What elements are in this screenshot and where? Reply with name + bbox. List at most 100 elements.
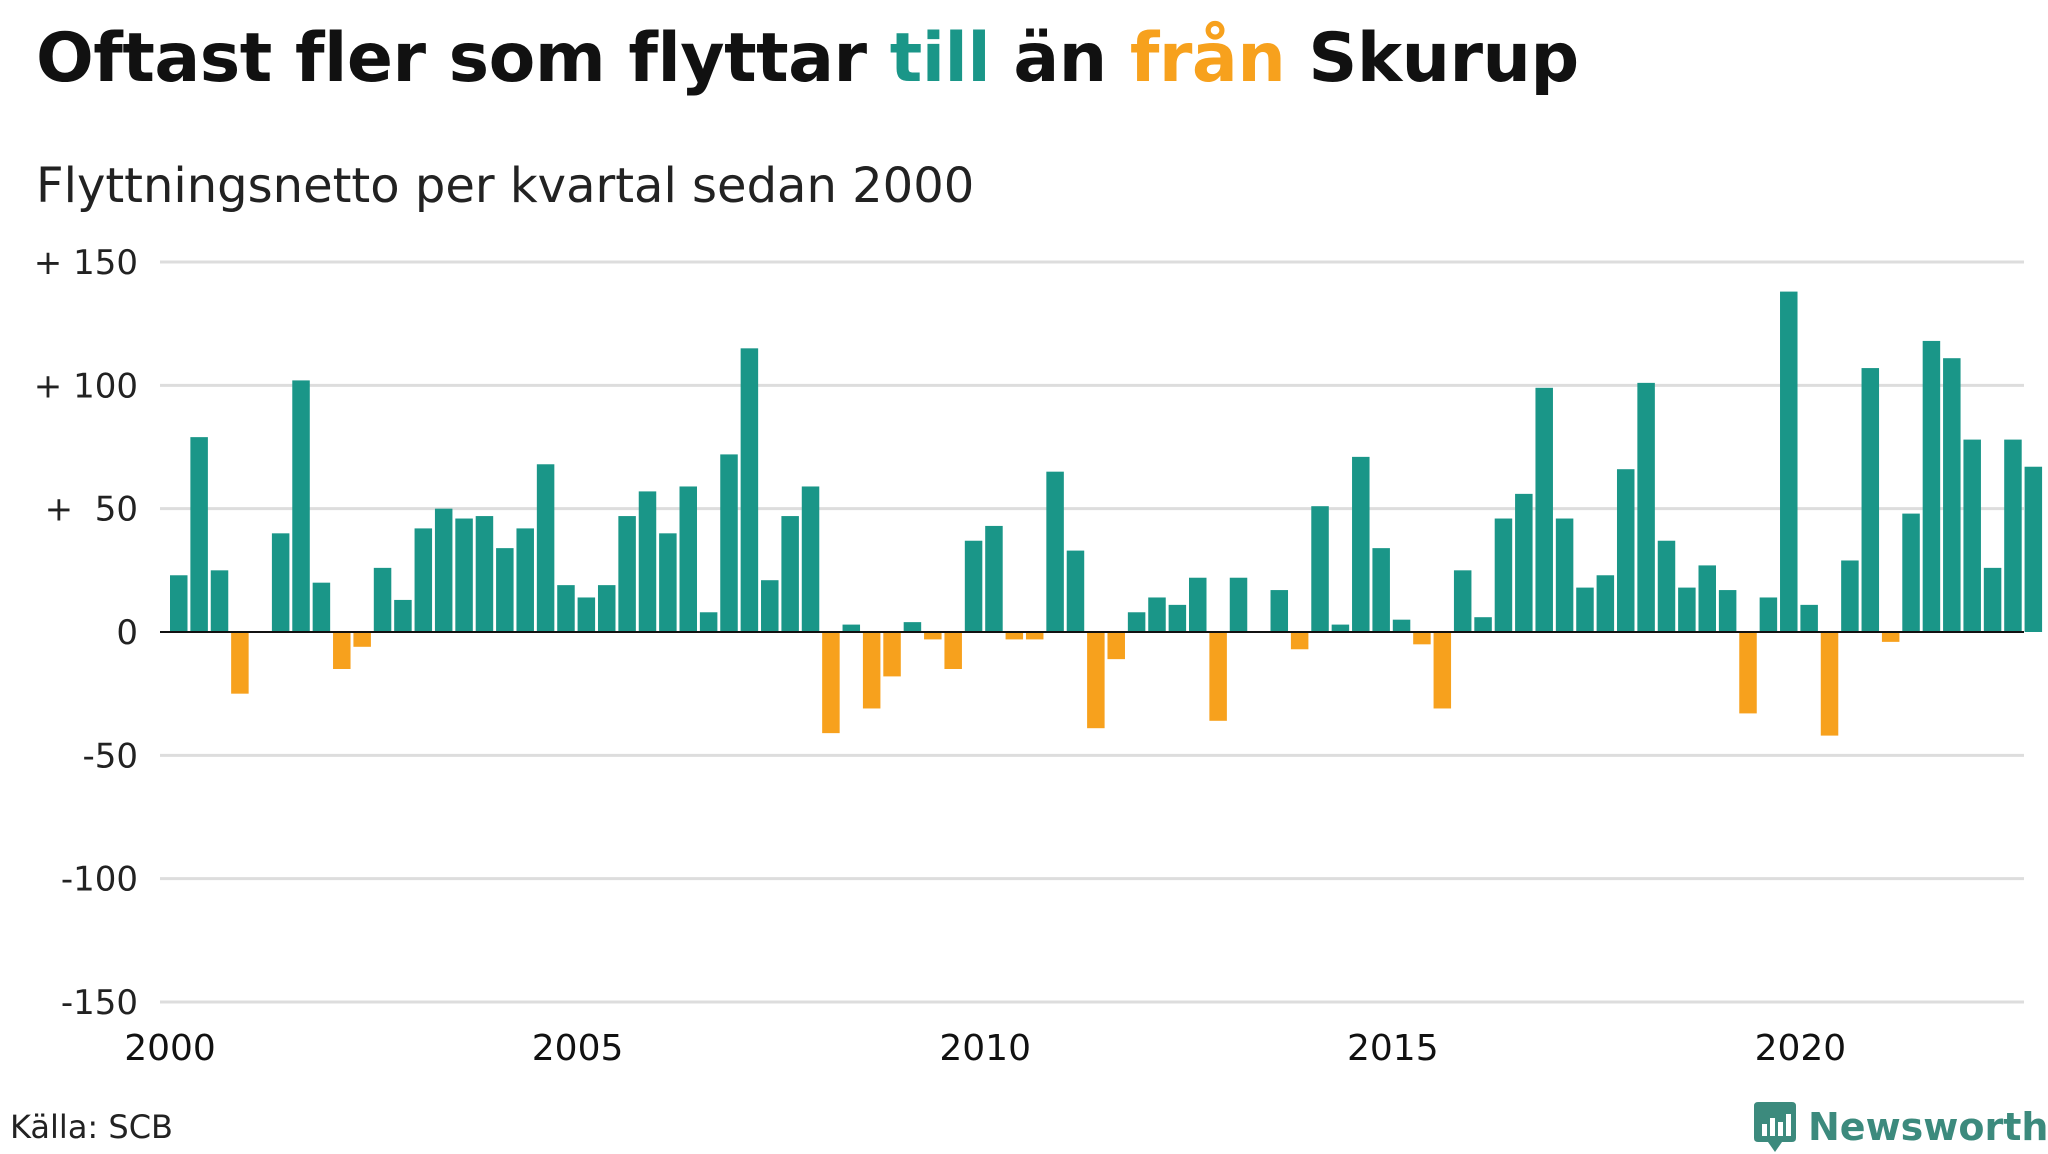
bar (1759, 597, 1778, 632)
bar (170, 575, 188, 632)
bar (353, 632, 371, 647)
y-tick-label: + 50 (45, 490, 138, 530)
bar (190, 437, 208, 632)
bar (638, 491, 657, 632)
bar (1657, 540, 1676, 632)
bar (1474, 617, 1492, 632)
bar (1392, 619, 1411, 632)
bar (292, 380, 310, 632)
bar (1780, 291, 1798, 632)
source-label: Källa: SCB (10, 1108, 173, 1146)
logo-text: Newsworthy (1808, 1105, 2048, 1149)
bar (862, 632, 881, 709)
bar (1739, 632, 1757, 714)
bar (903, 622, 922, 632)
bar (1820, 632, 1839, 736)
y-tick-label: + 100 (34, 366, 138, 406)
newsworthy-logo-icon (1754, 1102, 1796, 1152)
bar (1127, 612, 1146, 632)
bar (1372, 548, 1390, 632)
y-tick-label: 0 (116, 613, 138, 653)
bar (1718, 590, 1737, 632)
bar (1943, 358, 1961, 632)
bar (720, 454, 738, 632)
bar (1148, 597, 1166, 632)
bar (455, 518, 473, 632)
bar (1637, 382, 1655, 632)
bar (496, 548, 514, 632)
y-tick-label: -50 (82, 736, 138, 776)
bar (1311, 506, 1329, 632)
bar (2004, 439, 2022, 632)
x-tick-label: 2015 (1347, 1028, 1439, 1069)
bar (883, 632, 901, 677)
bar (699, 612, 718, 632)
newsworthy-logo: Newsworthy (1752, 1100, 2048, 1154)
y-tick-label: -150 (61, 983, 138, 1023)
title-fran: från (1129, 19, 1286, 98)
bar (740, 348, 759, 632)
bar (2024, 466, 2043, 632)
bar (944, 632, 962, 669)
bar (964, 540, 983, 632)
bar (271, 533, 290, 632)
bar (781, 516, 799, 632)
bar (1066, 550, 1085, 632)
bar (312, 582, 331, 632)
bar (1107, 632, 1125, 660)
x-tick-label: 2000 (124, 1028, 216, 1069)
bar (1535, 387, 1553, 632)
bar (1596, 575, 1615, 632)
chart-subtitle: Flyttningsnetto per kvartal sedan 2000 (36, 158, 975, 214)
bar (1555, 518, 1574, 632)
bar (1963, 439, 1981, 632)
bar (1331, 624, 1350, 632)
bar (1861, 368, 1880, 632)
bar (1413, 632, 1431, 645)
y-tick-label: + 150 (34, 243, 138, 283)
bar (557, 585, 575, 632)
bar (1983, 567, 2002, 632)
bars (170, 291, 2043, 736)
bar (1800, 604, 1818, 632)
bar (1841, 560, 1859, 632)
bar (1025, 632, 1044, 640)
bar (1229, 577, 1248, 632)
bar (1515, 493, 1533, 632)
chart-title: Oftast fler som flyttar till än från Sku… (36, 18, 1579, 100)
bar (659, 533, 677, 632)
bar (475, 516, 494, 632)
bar (679, 486, 697, 632)
bar (1922, 340, 1941, 632)
bar (536, 464, 555, 632)
bar (1005, 632, 1024, 640)
bar (1453, 570, 1472, 632)
x-tick-label: 2010 (939, 1028, 1031, 1069)
bar (333, 632, 351, 669)
bar (1616, 469, 1635, 632)
x-tick-label: 2020 (1755, 1028, 1847, 1069)
bar (842, 624, 861, 632)
bar (394, 599, 412, 632)
bar (577, 597, 596, 632)
y-tick-label: -100 (61, 860, 138, 900)
bar (597, 585, 616, 632)
bar (1902, 513, 1920, 632)
bar (434, 508, 453, 632)
grid-lines (160, 260, 2024, 1004)
bar (1270, 590, 1289, 632)
bar (231, 632, 249, 694)
bar (1209, 632, 1227, 721)
bar (1290, 632, 1309, 650)
bar (618, 516, 636, 632)
bar (1046, 471, 1064, 632)
bar (414, 528, 433, 632)
bar (210, 570, 229, 632)
title-till: till (889, 19, 991, 98)
bar (801, 486, 820, 632)
bar (1433, 632, 1452, 709)
bar (1087, 632, 1105, 729)
axes: + 150 + 100 + 50 0 -50 -100 -150 2000 2005 2010 20… (34, 243, 2024, 1069)
bar (924, 632, 942, 640)
bar (373, 567, 392, 632)
